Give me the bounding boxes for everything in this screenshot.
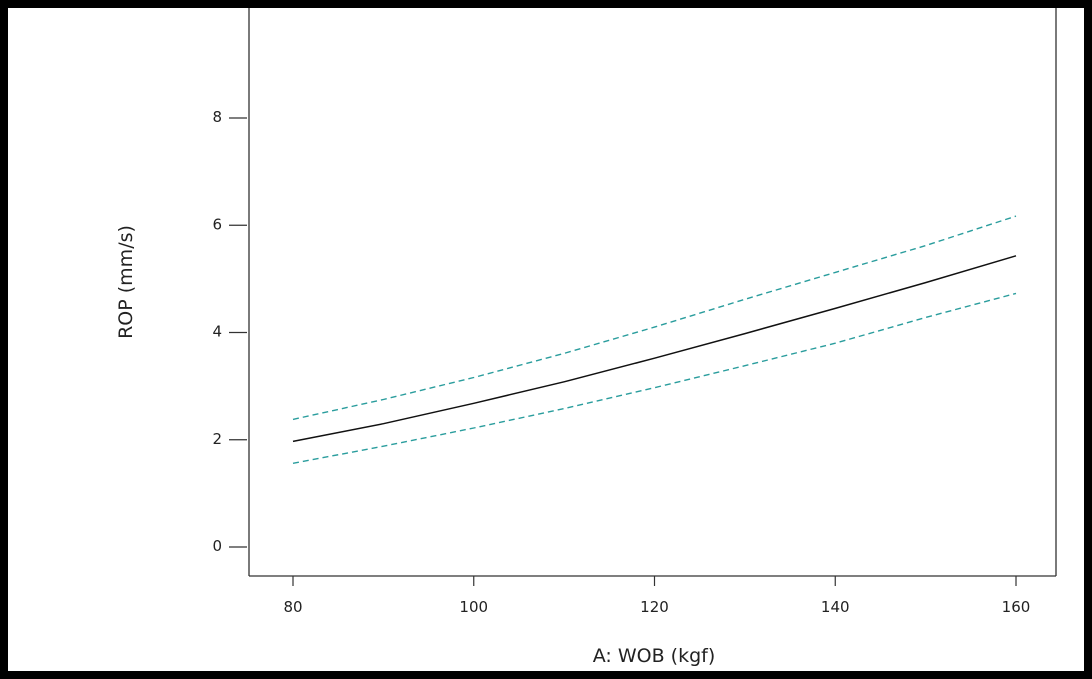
prediction-line: [292, 255, 1017, 443]
x-axis-title: A: WOB (kgf): [593, 645, 716, 667]
y-tick-label: 8: [212, 108, 222, 126]
y-tick-label: 2: [212, 430, 222, 448]
x-tick-label: 80: [283, 598, 302, 616]
y-tick-label: 4: [212, 323, 222, 341]
x-tick-label: 100: [459, 598, 488, 616]
lower-confidence-band-line: [292, 292, 1017, 464]
x-tick-label: 160: [1002, 598, 1031, 616]
plot-layer: 0 2 4 6 8 80 100 120 140 160: [212, 8, 1057, 616]
upper-confidence-band-line: [292, 215, 1017, 421]
x-tick-label: 140: [821, 598, 850, 616]
x-tick-label: 120: [640, 598, 669, 616]
y-tick-label: 6: [212, 215, 222, 233]
y-axis-title: ROP (mm/s): [115, 225, 137, 339]
y-tick-label: 0: [212, 537, 222, 555]
paper-background: [8, 8, 1084, 671]
